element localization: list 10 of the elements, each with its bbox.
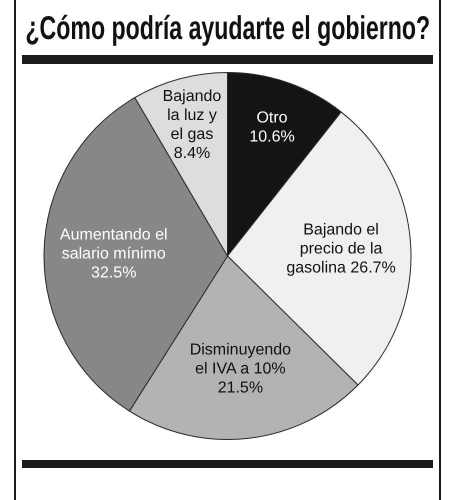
slice-label: Bajando el precio de la gasolina 26.7% — [286, 221, 396, 276]
data-label: 10.6% — [249, 128, 295, 146]
slice-label: Bajando la luz y el gas — [162, 88, 222, 143]
slice-label: Otro — [256, 110, 288, 127]
slice-label: Disminuyendo el IVA a 10% — [190, 341, 292, 378]
data-label: 21.5% — [218, 379, 264, 396]
data-label: 8.4% — [174, 144, 210, 162]
slice-label: Aumentando el salario mínimo — [60, 226, 168, 262]
chart-title: ¿Cómo podría ayudarte el gobierno? — [25, 9, 430, 47]
data-label: 32.5% — [91, 264, 136, 282]
